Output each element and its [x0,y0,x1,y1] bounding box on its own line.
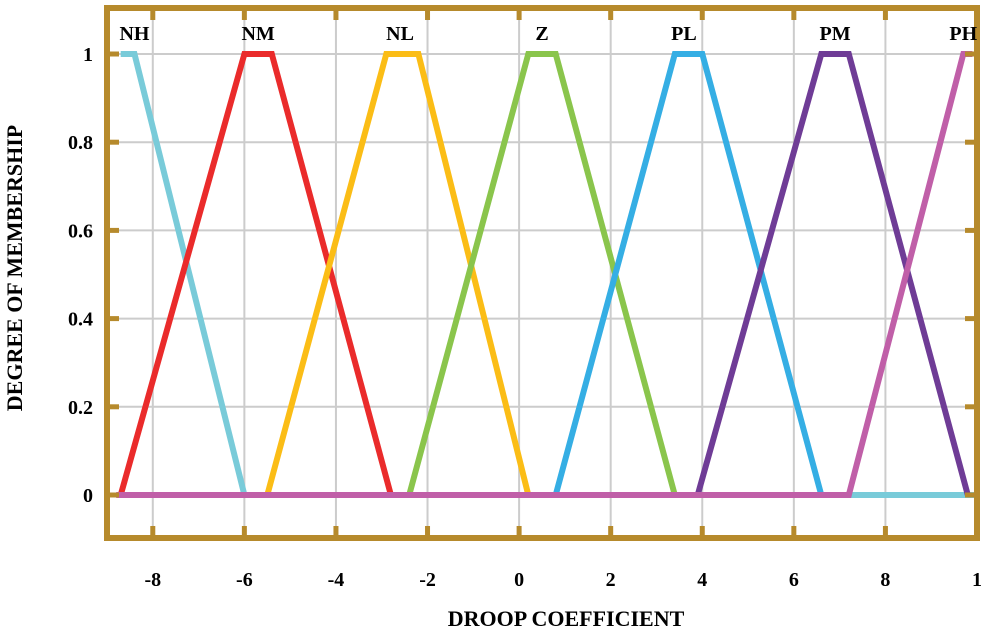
series-line-nh [120,51,977,498]
y-tick-label: 0 [83,485,93,507]
series-label-nh: NH [119,23,149,45]
x-tick-label: 1 [972,569,982,591]
series-line-nl [264,51,532,496]
x-axis-label: DROOP COEFFICIENT [448,606,685,631]
series-line-nm [117,51,394,496]
x-tick-label: -4 [328,569,345,591]
x-tick-label: -6 [236,569,253,591]
series-labels: NH NM NL Z PL PM PH [119,23,977,45]
series-label-nl: NL [386,23,414,45]
y-tick-label: 0.4 [68,309,93,331]
y-tick-label: 0.2 [68,397,93,419]
y-axis-label: DEGREE OF MEMBERSHIP [2,125,27,411]
x-tick-label: -2 [419,569,436,591]
x-tick-labels: -8 -6 -4 -2 0 2 4 6 8 1 [144,569,982,591]
y-tick-labels: 0 0.2 0.4 0.6 0.8 1 [68,44,93,507]
y-tick-label: 0.6 [68,220,93,242]
series-label-nm: NM [241,23,274,45]
y-tick-label: 1 [83,44,93,66]
series-label-ph: PH [949,23,977,45]
x-tick-label: 8 [880,569,890,591]
tick-marks [107,8,980,538]
x-tick-label: 2 [606,569,616,591]
series-line-z [406,51,678,496]
plot-frame [104,5,980,541]
x-tick-label: 0 [514,569,524,591]
series-line-pl [552,51,825,496]
series-label-pm: PM [820,23,851,45]
series-label-z: Z [535,23,548,45]
x-tick-label: -8 [144,569,161,591]
x-tick-label: 4 [697,569,707,591]
series-line-pm [694,51,971,496]
x-tick-label: 6 [789,569,799,591]
series-label-pl: PL [671,23,697,45]
y-tick-label: 0.8 [68,132,93,154]
